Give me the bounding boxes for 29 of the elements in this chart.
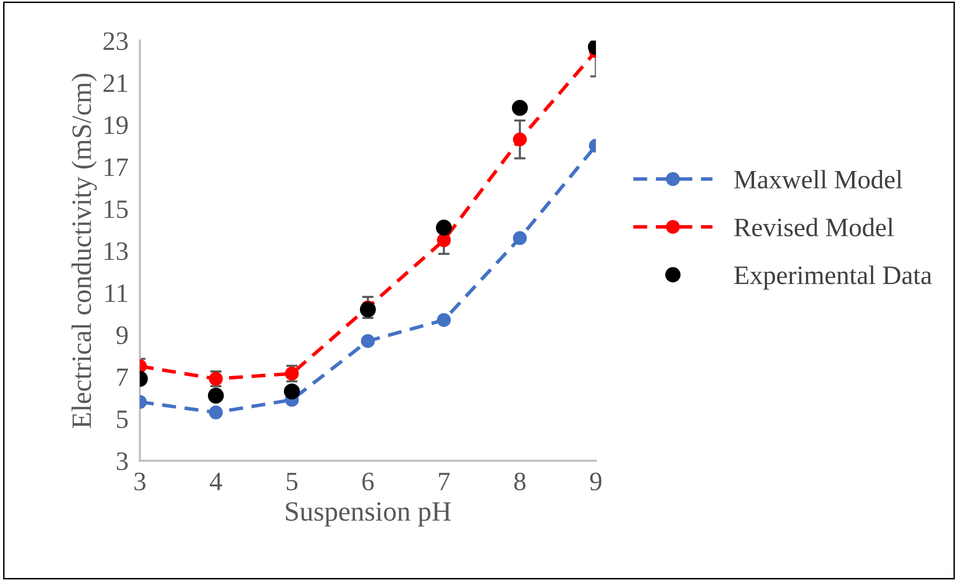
point bbox=[436, 233, 451, 248]
y-tick-label: 13 bbox=[104, 242, 128, 260]
y-tick-label: 21 bbox=[104, 74, 128, 92]
legend-label: Experimental Data bbox=[734, 266, 932, 290]
x-tick-label: 6 bbox=[362, 472, 374, 490]
x-tick-label: 8 bbox=[514, 472, 526, 490]
x-tick-label: 3 bbox=[134, 472, 146, 490]
x-tick-label: 4 bbox=[210, 472, 222, 490]
y-tick-label: 17 bbox=[104, 158, 128, 176]
y-tick-label: 3 bbox=[116, 452, 128, 470]
x-tick-label: 9 bbox=[590, 472, 602, 490]
y-tick-label: 23 bbox=[104, 32, 128, 50]
y-tick-label: 11 bbox=[106, 284, 128, 302]
point bbox=[284, 383, 300, 400]
legend-label: Maxwell Model bbox=[734, 170, 902, 189]
legend-label: Revised Model bbox=[734, 218, 894, 236]
point bbox=[436, 313, 451, 327]
y-tick-label: 5 bbox=[117, 410, 128, 428]
y-tick-label: 15 bbox=[104, 200, 128, 218]
y-tick-label: 19 bbox=[104, 116, 128, 134]
y-axis-title: Electrical conductivity (mS/cm) bbox=[72, 74, 97, 428]
y-tick-label: 9 bbox=[116, 326, 128, 344]
x-tick-label: 5 bbox=[286, 472, 298, 490]
y-tick-label: 7 bbox=[117, 368, 128, 386]
point bbox=[436, 220, 452, 236]
point bbox=[360, 334, 375, 348]
x-tick-label: 7 bbox=[439, 472, 450, 490]
point bbox=[360, 302, 376, 318]
x-axis-title: Suspension pH bbox=[286, 502, 451, 527]
